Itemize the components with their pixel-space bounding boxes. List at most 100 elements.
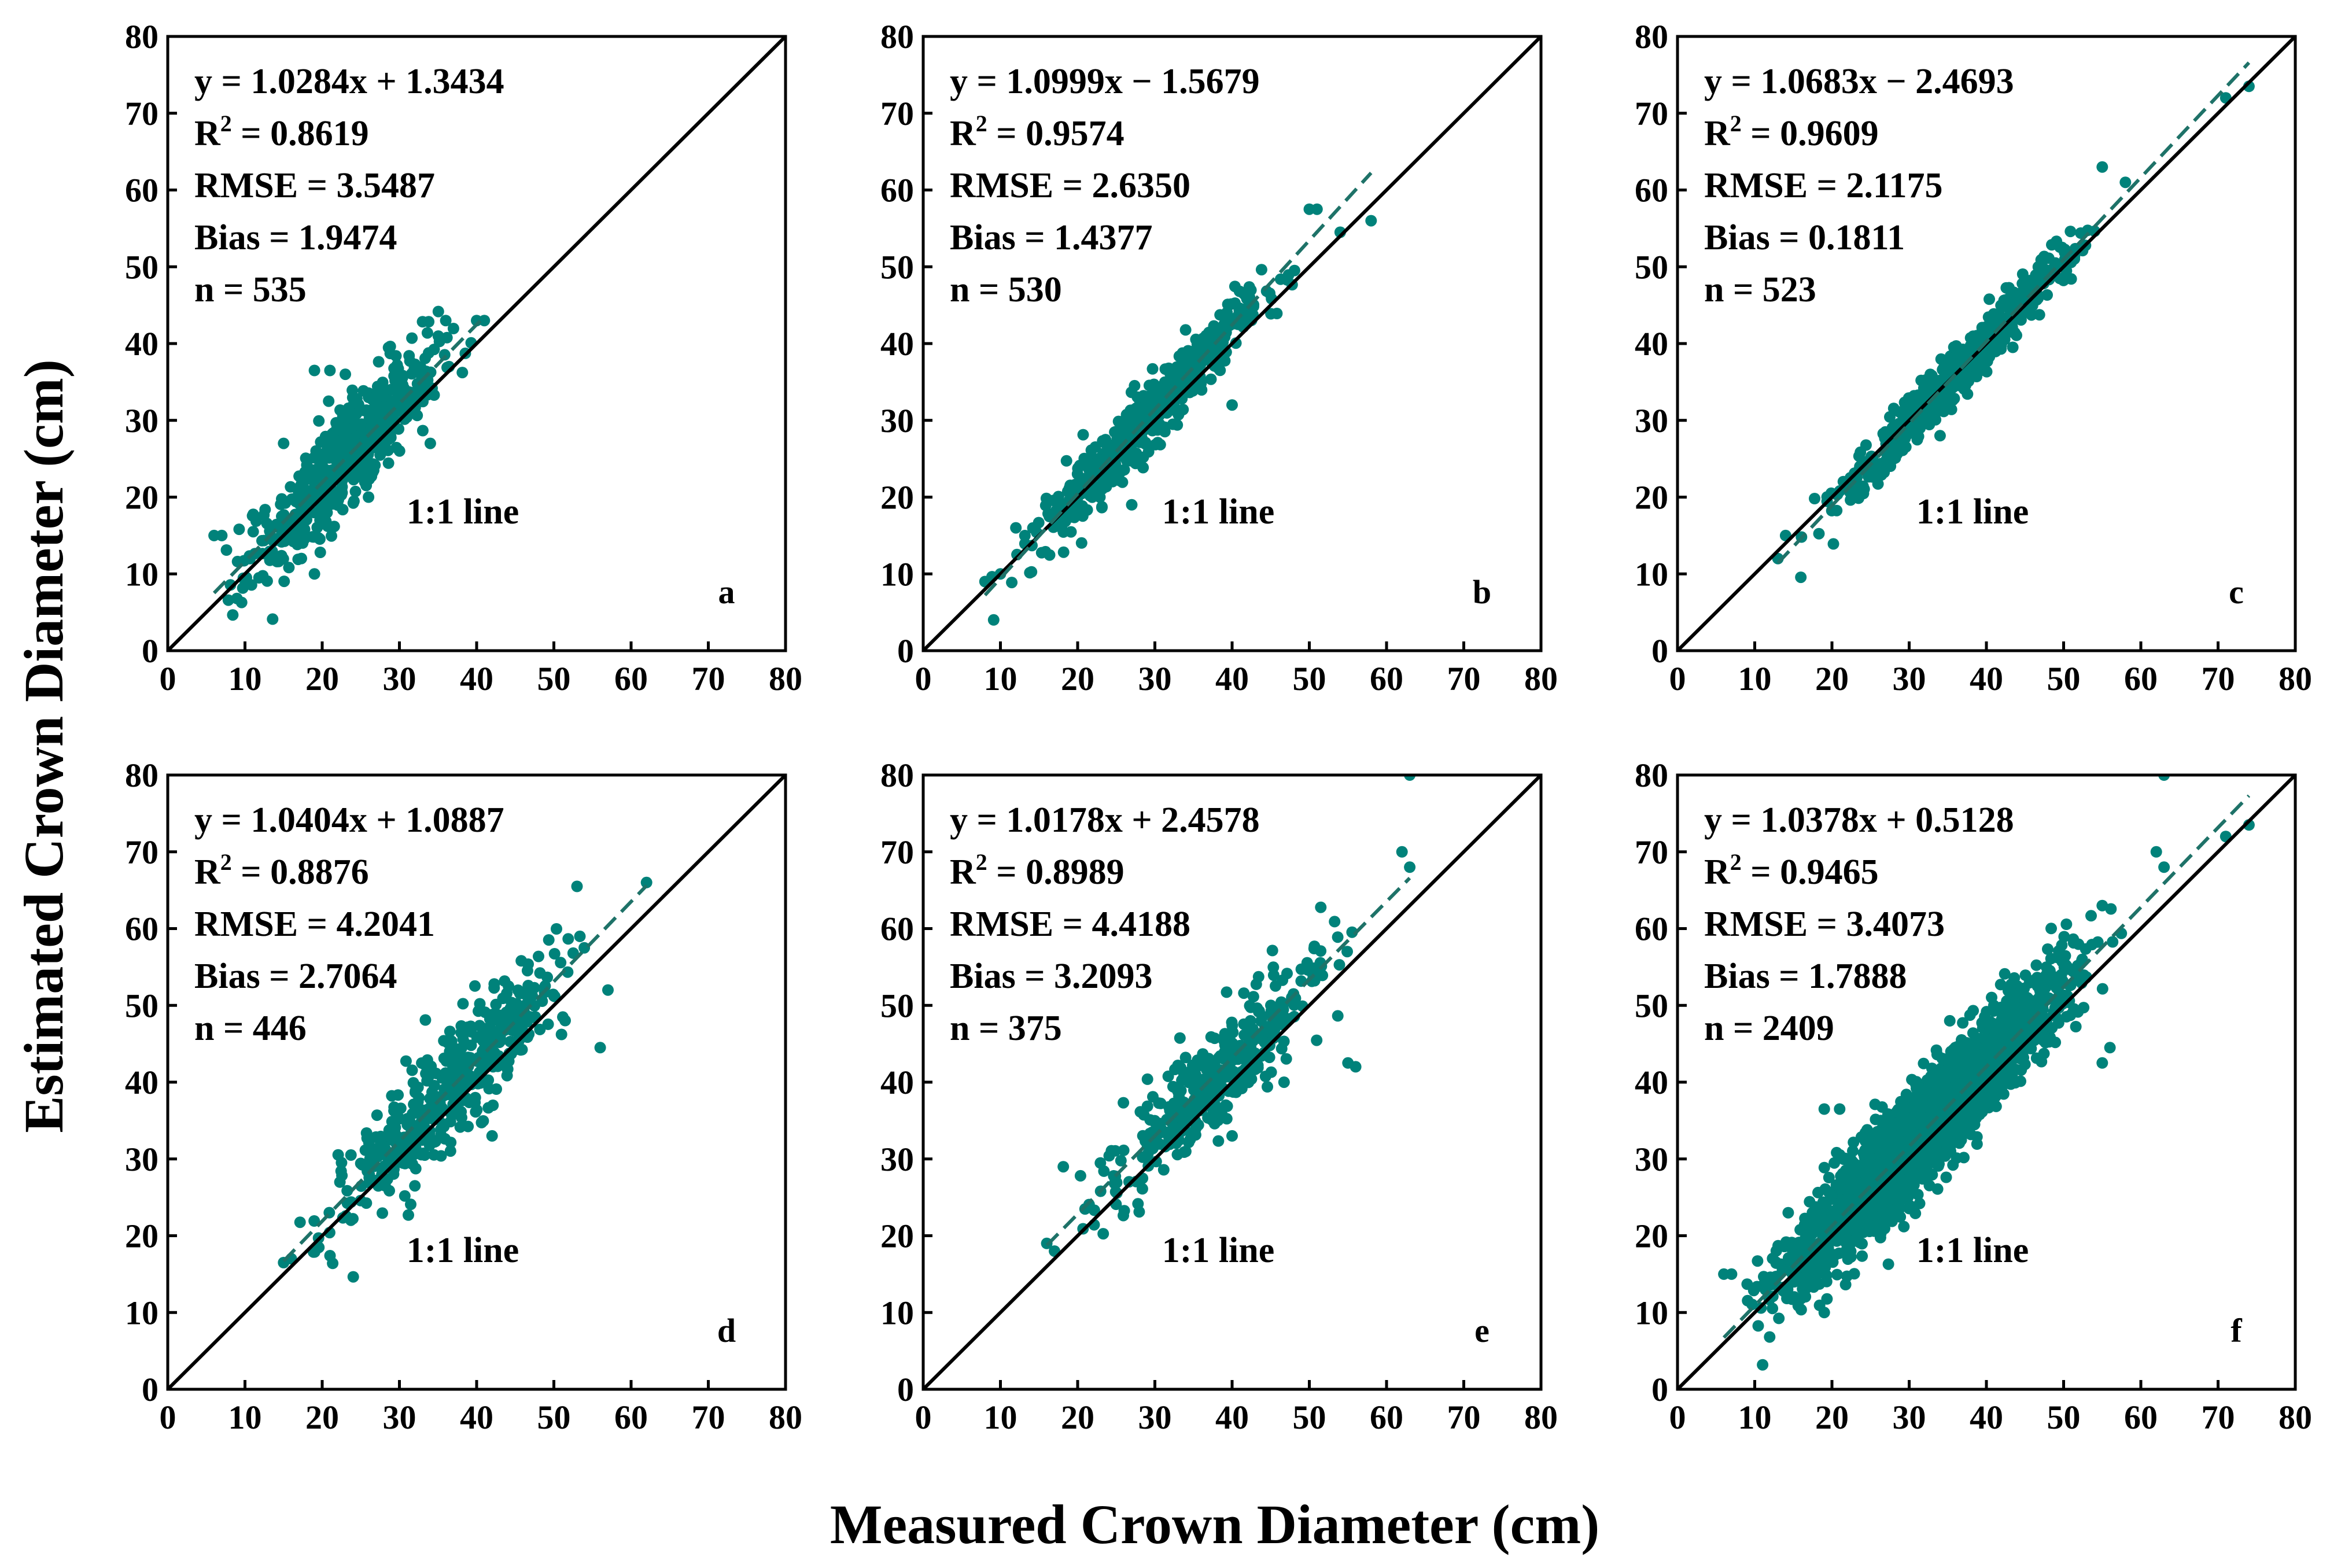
data-point <box>2058 274 2070 286</box>
data-point <box>444 1106 456 1117</box>
data-point <box>1072 462 1084 474</box>
data-point <box>1057 1161 1070 1173</box>
data-point <box>1075 537 1087 549</box>
data-point <box>336 1169 348 1182</box>
x-tick-label: 70 <box>1447 660 1481 698</box>
fit-line <box>282 884 648 1263</box>
rmse-value: RMSE = 2.6350 <box>950 166 1190 205</box>
data-point <box>1840 1172 1852 1185</box>
data-point <box>2052 1017 2064 1029</box>
y-tick-label: 20 <box>125 1217 158 1255</box>
data-point <box>1773 1312 1785 1325</box>
x-tick-label: 0 <box>1669 660 1686 698</box>
identity-line <box>168 36 786 651</box>
data-point <box>308 568 320 580</box>
data-point <box>1199 352 1211 364</box>
data-point <box>1138 1109 1150 1121</box>
data-point <box>294 1216 306 1228</box>
y-tick-label: 60 <box>125 910 158 948</box>
data-point <box>1216 1109 1228 1121</box>
data-point <box>2032 261 2044 273</box>
data-point <box>1311 1034 1323 1046</box>
data-point <box>2060 960 2072 972</box>
data-point <box>378 401 390 413</box>
data-point <box>392 1146 404 1158</box>
data-point <box>1226 1020 1238 1031</box>
data-point <box>1786 1291 1798 1303</box>
y-tick-label: 10 <box>125 1294 158 1331</box>
data-point <box>547 988 559 1001</box>
rmse-value: RMSE = 4.4188 <box>950 905 1190 944</box>
y-tick-label: 0 <box>897 632 914 670</box>
data-point <box>347 1271 359 1283</box>
data-point <box>430 1067 442 1079</box>
data-point <box>363 491 375 503</box>
data-point <box>337 449 349 462</box>
data-point <box>486 1130 498 1142</box>
data-point <box>541 971 554 983</box>
y-tick-label: 0 <box>142 1371 158 1408</box>
x-tick-label: 30 <box>383 1399 416 1436</box>
data-point <box>364 458 376 470</box>
data-point <box>1069 507 1081 519</box>
data-point <box>271 555 283 567</box>
y-tick-label: 60 <box>1635 172 1668 209</box>
data-point <box>524 1011 536 1023</box>
data-point <box>455 1020 467 1032</box>
y-tick-label: 80 <box>125 18 158 56</box>
data-point <box>1988 1005 2000 1017</box>
data-point <box>2014 288 2026 300</box>
data-point <box>345 1149 357 1161</box>
r-squared-symbol: R <box>950 853 976 892</box>
data-point <box>1804 1233 1815 1245</box>
data-point <box>1238 1018 1250 1030</box>
data-point <box>1741 1278 1753 1290</box>
data-point <box>388 362 400 374</box>
data-point <box>403 1209 414 1221</box>
data-point <box>1096 501 1108 514</box>
data-point <box>460 1057 472 1069</box>
data-point <box>1221 307 1233 319</box>
data-point <box>574 930 586 942</box>
y-tick-label: 20 <box>125 479 158 516</box>
data-point <box>2025 1042 2037 1054</box>
x-tick-label: 70 <box>2202 660 2235 698</box>
data-point <box>1878 1133 1890 1145</box>
r-squared-value: R2 = 0.9609 <box>1704 110 1879 153</box>
r-squared-superscript: 2 <box>1730 110 1742 136</box>
x-tick-label: 20 <box>1815 660 1849 698</box>
r-squared-value: R2 = 0.8876 <box>194 849 369 892</box>
data-point <box>1786 1237 1798 1249</box>
data-point <box>1329 916 1341 928</box>
x-tick-label: 10 <box>1738 660 1772 698</box>
data-point <box>1170 1122 1181 1134</box>
r-squared-number: = 0.8876 <box>232 853 369 892</box>
data-point <box>371 1109 383 1121</box>
data-point <box>533 950 544 962</box>
data-point <box>2008 1013 2020 1025</box>
data-point <box>522 987 534 999</box>
bias-value: Bias = 0.1811 <box>1704 218 1905 257</box>
data-point <box>408 363 421 375</box>
data-point <box>1019 530 1031 541</box>
data-point <box>543 934 555 946</box>
data-point <box>421 1075 433 1087</box>
data-point <box>323 395 335 407</box>
data-point <box>1950 340 1962 352</box>
data-point <box>359 1144 371 1156</box>
data-point <box>336 1157 348 1169</box>
x-tick-label: 20 <box>305 1399 339 1436</box>
data-point <box>1742 1294 1754 1307</box>
data-point <box>432 305 444 318</box>
data-point <box>1996 1011 2008 1023</box>
x-tick-label: 50 <box>1293 1399 1326 1436</box>
x-tick-label: 40 <box>1215 660 1249 698</box>
data-point <box>2064 226 2077 238</box>
y-tick-label: 30 <box>880 1141 914 1178</box>
data-point <box>1999 968 2011 980</box>
y-tick-label: 0 <box>897 1371 914 1408</box>
data-point <box>314 547 326 558</box>
data-point <box>1839 1279 1852 1290</box>
data-point <box>406 332 418 344</box>
